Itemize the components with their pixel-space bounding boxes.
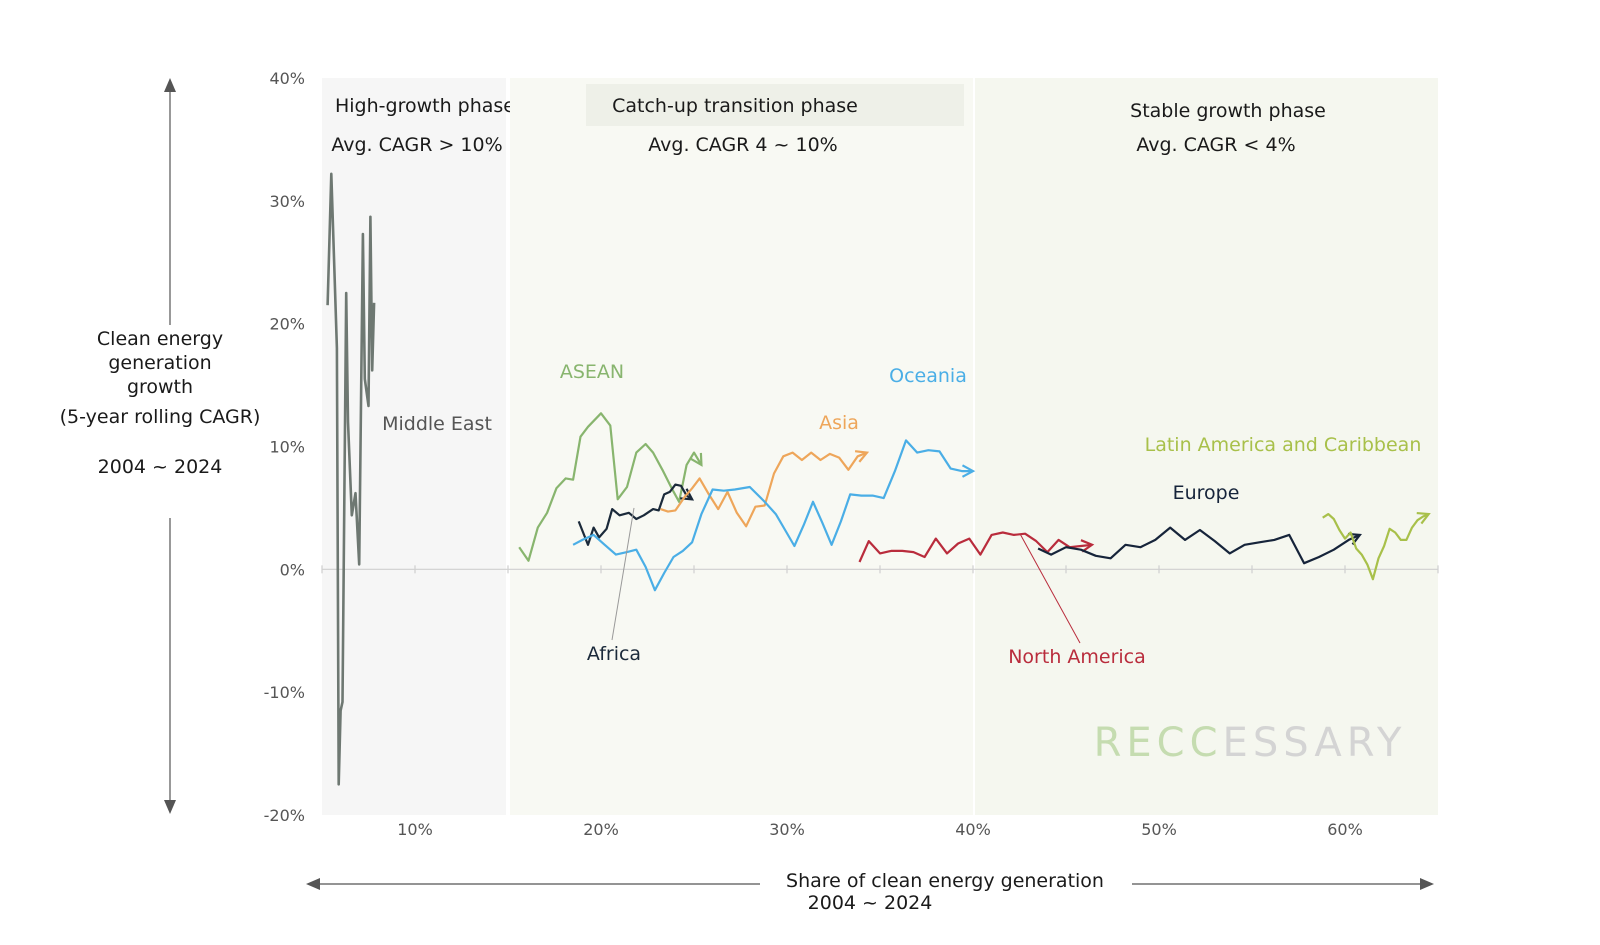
y-tick-label: -20% xyxy=(264,806,305,825)
series-labels: Middle East ASEAN Africa Asia Oceania North A… xyxy=(382,361,1421,668)
phase-title-box xyxy=(586,84,964,126)
series-arrowhead-asia xyxy=(854,450,870,463)
series-line-middle-east xyxy=(326,172,376,786)
x-tick-label: 50% xyxy=(1141,820,1177,839)
series-line-latin-america-and-caribbean xyxy=(1322,512,1430,581)
series-label-latin-america-and-caribbean: Latin America and Caribbean xyxy=(1145,434,1422,456)
x-axis-title-line: Share of clean energy generation xyxy=(786,870,1104,892)
y-tick-label: 30% xyxy=(269,192,305,211)
phase-title-2: Catch-up transition phase xyxy=(612,95,858,117)
phase-title-3: Stable growth phase xyxy=(1130,100,1326,122)
zero-line-axis xyxy=(321,565,1439,574)
series-label-africa: Africa xyxy=(587,643,641,665)
x-tick-label: 30% xyxy=(769,820,805,839)
phase-background-1 xyxy=(322,78,506,815)
phase-subtitle-3: Avg. CAGR < 4% xyxy=(1136,134,1295,156)
phase-background-2 xyxy=(510,78,973,815)
x-axis-period: 2004 ~ 2024 xyxy=(807,892,933,914)
x-tick-label: 40% xyxy=(955,820,991,839)
y-axis-period: 2004 ~ 2024 xyxy=(97,456,223,478)
series-line-asia xyxy=(660,451,868,528)
watermark-part-1: RECC xyxy=(1094,720,1223,766)
series-label-asean: ASEAN xyxy=(560,361,624,383)
y-axis-title-line-1: Clean energy xyxy=(96,328,224,350)
x-axis-title: Share of clean energy generation 2004 ~ … xyxy=(745,870,1145,914)
tick-labels: 40% 30% 20% 10% 0% -10% -20% 10% 20% 30% 40% 50% 60% xyxy=(264,69,1363,839)
x-tick-label: 20% xyxy=(583,820,619,839)
series-arrowhead-north-america xyxy=(1080,539,1095,553)
watermark-logo: RECCESSARY xyxy=(1094,720,1407,766)
x-tick-label: 10% xyxy=(397,820,433,839)
y-tick-label: 10% xyxy=(269,438,305,457)
y-axis-title-line-3: growth xyxy=(126,376,194,398)
phase-backgrounds: High-growth phase Avg. CAGR > 10% Catch-up… xyxy=(322,78,1438,815)
series-line-north-america xyxy=(858,531,1093,563)
x-tick-label: 60% xyxy=(1327,820,1363,839)
series-line-asean xyxy=(518,412,703,562)
axis-arrows xyxy=(164,78,1434,890)
y-axis-title: Clean energy generation growth (5-year r… xyxy=(40,327,280,479)
series-label-europe: Europe xyxy=(1173,482,1240,504)
series-line-oceania xyxy=(572,439,973,592)
series-line-africa xyxy=(577,483,693,546)
y-tick-label: 0% xyxy=(280,560,305,579)
series-label-asia: Asia xyxy=(819,412,859,434)
y-tick-label: 40% xyxy=(269,69,305,88)
phase-title-1: High-growth phase xyxy=(335,95,515,117)
series-lines xyxy=(326,172,1431,786)
y-axis-title-line-4: (5-year rolling CAGR) xyxy=(59,406,261,428)
series-label-oceania: Oceania xyxy=(889,365,967,387)
series-label-north-america: North America xyxy=(1008,646,1146,668)
y-axis-title-line-2: generation xyxy=(108,352,212,374)
series-arrowhead-asean xyxy=(690,452,703,467)
y-tick-label: -10% xyxy=(264,683,305,702)
phase-subtitle-2: Avg. CAGR 4 ~ 10% xyxy=(648,134,837,156)
series-label-middle-east: Middle East xyxy=(382,413,492,435)
series-line-europe xyxy=(1037,526,1361,565)
phase-background-3 xyxy=(975,78,1438,815)
phase-subtitle-1: Avg. CAGR > 10% xyxy=(331,134,502,156)
africa-leader-line xyxy=(611,507,635,641)
series-arrowhead-latin-america-and-caribbean xyxy=(1416,511,1431,525)
series-arrowhead-oceania xyxy=(961,464,976,478)
watermark-part-2: ESSARY xyxy=(1223,720,1407,766)
north-america-leader-line xyxy=(1019,533,1081,644)
y-tick-label: 20% xyxy=(269,315,305,334)
